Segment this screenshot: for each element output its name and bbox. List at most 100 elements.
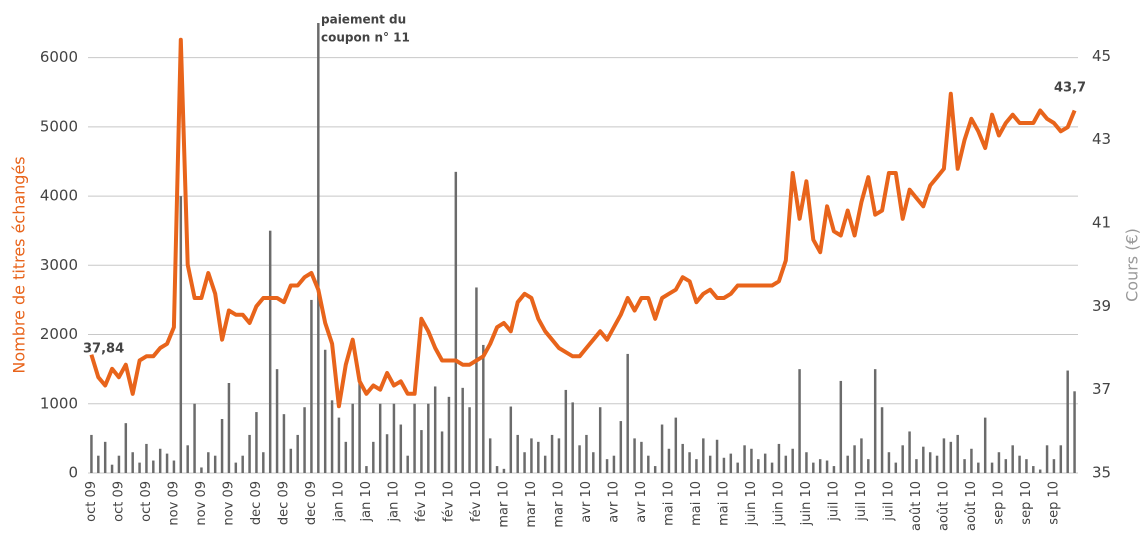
bar	[440, 431, 444, 473]
bar	[461, 387, 464, 473]
bar	[509, 406, 513, 473]
bar	[482, 344, 485, 473]
bar	[722, 457, 726, 473]
bar	[922, 446, 925, 473]
bar	[640, 441, 643, 473]
y2-axis-title: Cours (€)	[1123, 228, 1142, 302]
bar	[846, 455, 849, 473]
bar	[262, 452, 265, 473]
x-tick-label: août 10	[936, 481, 951, 531]
bar	[145, 443, 148, 473]
bar	[447, 396, 451, 473]
bar	[392, 403, 396, 473]
x-tick-label: oct 09	[84, 481, 99, 522]
y-tick-label: 3000	[40, 256, 78, 274]
x-tick-label: dec 09	[304, 481, 319, 525]
x-tick-label: avr 10	[579, 481, 594, 523]
x-tick-label: nov 09	[166, 481, 181, 526]
bar	[378, 403, 382, 473]
bar	[543, 455, 547, 473]
bar	[757, 459, 760, 473]
bar	[887, 452, 891, 473]
x-tick-label: avr 10	[606, 481, 621, 523]
bar	[90, 434, 93, 473]
x-tick-label: juil 10	[826, 481, 841, 522]
bar	[743, 445, 746, 473]
bar	[131, 452, 134, 473]
bar	[812, 462, 815, 473]
bar	[592, 452, 595, 473]
bar	[193, 403, 196, 473]
bar	[660, 424, 664, 473]
bar	[165, 453, 169, 473]
x-tick-label: août 10	[964, 481, 979, 531]
x-tick-label: avr 10	[634, 481, 649, 523]
bar	[970, 448, 973, 473]
bar	[585, 434, 588, 473]
bar	[296, 434, 299, 473]
bar	[234, 462, 238, 473]
y2-tick-label: 35	[1092, 464, 1111, 482]
bar	[750, 448, 753, 473]
bar	[454, 171, 458, 473]
x-tick-label: juil 10	[854, 481, 869, 522]
bar	[674, 417, 678, 473]
bar	[158, 448, 162, 473]
y-tick-label: 1000	[40, 394, 78, 412]
y2-tick-label: 45	[1092, 47, 1111, 65]
bar	[647, 455, 650, 473]
bar	[695, 459, 698, 473]
bar	[1073, 391, 1076, 473]
bar	[103, 441, 107, 473]
bar	[213, 455, 217, 473]
bar	[681, 443, 684, 473]
y-tick-label: 4000	[40, 187, 78, 205]
bar	[867, 459, 870, 473]
bar	[152, 460, 155, 473]
bar	[825, 460, 829, 473]
bar	[949, 441, 953, 473]
bar	[578, 445, 581, 473]
y2-tick-label: 43	[1092, 130, 1111, 148]
bar	[805, 452, 808, 473]
bar	[138, 462, 141, 473]
x-tick-label: mai 10	[689, 481, 704, 526]
x-tick-label: juin 10	[744, 481, 759, 526]
bar	[977, 462, 980, 473]
bar	[598, 407, 602, 473]
bar	[310, 299, 313, 473]
bar	[1011, 445, 1014, 473]
x-tick-label: dec 09	[276, 481, 291, 525]
bar	[537, 441, 540, 473]
bar	[839, 380, 843, 473]
x-tick-label: mai 10	[661, 481, 676, 526]
bar	[653, 466, 657, 473]
x-tick-label: juin 10	[771, 481, 786, 526]
x-tick-label: oct 09	[139, 481, 154, 522]
bar	[605, 459, 609, 473]
bar	[997, 452, 1001, 473]
bar	[818, 459, 822, 473]
bar	[475, 287, 478, 473]
bar	[488, 438, 492, 473]
y2-tick-label: 37	[1092, 380, 1111, 398]
bar	[736, 462, 739, 473]
bar	[110, 464, 114, 473]
bar	[330, 400, 334, 473]
bar	[633, 438, 636, 473]
bar	[715, 439, 719, 473]
bar	[983, 417, 987, 473]
annotation: paiement du	[321, 13, 406, 27]
x-tick-label: août 10	[909, 481, 924, 531]
bar	[688, 452, 691, 473]
bar	[853, 445, 856, 473]
bar	[935, 455, 939, 473]
bar	[770, 462, 774, 473]
y-axis-title: Nombre de titres échangés	[10, 156, 29, 373]
bar	[928, 452, 932, 473]
x-tick-label: fév 10	[441, 481, 456, 522]
bar	[227, 383, 231, 473]
bar	[1018, 455, 1021, 473]
bar	[1045, 445, 1049, 473]
